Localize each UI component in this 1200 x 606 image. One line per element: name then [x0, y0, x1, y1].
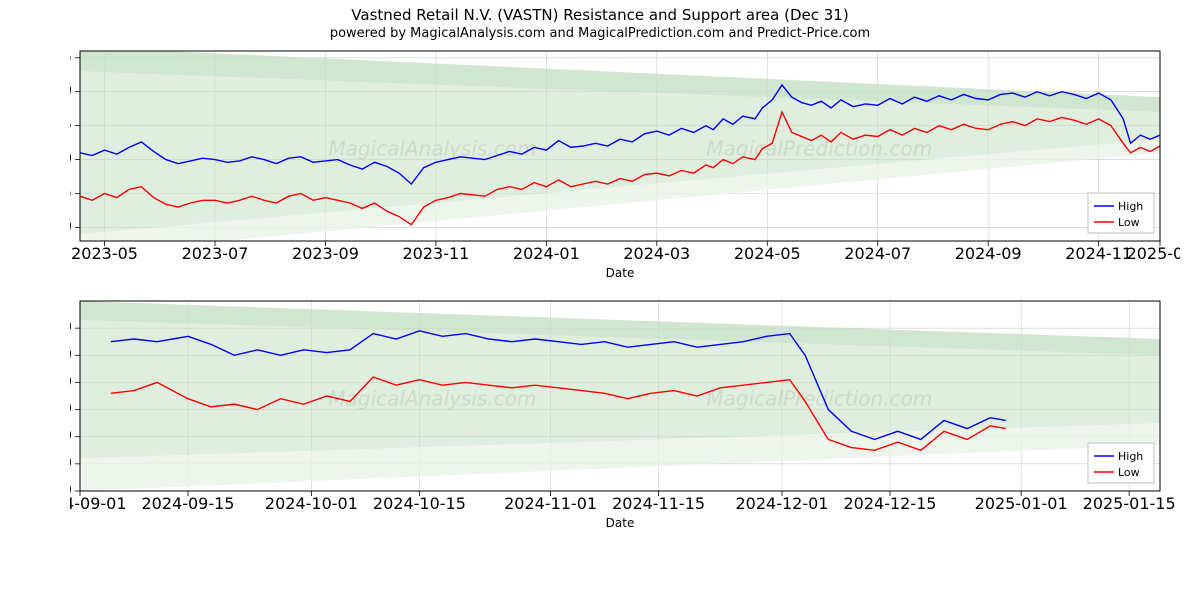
xtick-label: 2024-10-01 — [265, 494, 358, 513]
chart1-container: MagicalAnalysis.com MagicalPrediction.com… — [70, 41, 1180, 291]
xtick-label: 2024-09-01 — [70, 494, 126, 513]
ytick-label: 15.0 — [70, 216, 72, 235]
xtick-label: 2024-05 — [734, 244, 801, 263]
ytick-label: 20.0 — [70, 453, 72, 472]
xtick-label: 2025-01-01 — [975, 494, 1068, 513]
legend-high: High — [1118, 200, 1143, 213]
chart1-svg: MagicalAnalysis.com MagicalPrediction.com… — [70, 41, 1180, 291]
xtick-label: 2023-07 — [182, 244, 249, 263]
ytick-label: 25.0 — [70, 317, 72, 336]
xtick-label: 2024-07 — [844, 244, 911, 263]
watermark-1: MagicalAnalysis.com — [328, 137, 536, 161]
ytick-label: 21.0 — [70, 426, 72, 445]
chart2-svg: MagicalAnalysis.comMagicalPrediction.com… — [70, 291, 1180, 551]
xtick-label: 2025-01-15 — [1083, 494, 1176, 513]
ytick-label: 22.0 — [70, 399, 72, 418]
xtick-label: 2024-11-01 — [504, 494, 597, 513]
watermark-2: MagicalPrediction.com — [706, 137, 932, 161]
ytick-label: 25.0 — [70, 81, 72, 100]
legend-low: Low — [1118, 466, 1140, 479]
x-axis-label: Date — [606, 266, 635, 280]
ytick-label: 22.5 — [70, 115, 72, 134]
chart2-container: MagicalAnalysis.comMagicalPrediction.com… — [70, 291, 1180, 551]
ytick-label: 17.5 — [70, 183, 72, 202]
ytick-label: 27.5 — [70, 47, 72, 66]
xtick-label: 2024-10-15 — [373, 494, 466, 513]
x-axis-label: Date — [606, 516, 635, 530]
xtick-label: 2024-01 — [513, 244, 580, 263]
xtick-label: 2024-11-15 — [612, 494, 705, 513]
xtick-label: 2025-01 — [1127, 244, 1180, 263]
xtick-label: 2024-12-15 — [844, 494, 937, 513]
legend-high: High — [1118, 450, 1143, 463]
watermark-1: MagicalAnalysis.com — [328, 387, 536, 411]
xtick-label: 2024-12-01 — [736, 494, 829, 513]
xtick-label: 2023-11 — [402, 244, 469, 263]
xtick-label: 2024-11 — [1065, 244, 1132, 263]
xtick-label: 2023-05 — [71, 244, 138, 263]
xtick-label: 2024-03 — [623, 244, 690, 263]
xtick-label: 2023-09 — [292, 244, 359, 263]
ytick-label: 24.0 — [70, 344, 72, 363]
ytick-label: 23.0 — [70, 371, 72, 390]
legend-low: Low — [1118, 216, 1140, 229]
chart-subtitle: powered by MagicalAnalysis.com and Magic… — [0, 26, 1200, 41]
ytick-label: 20.0 — [70, 149, 72, 168]
chart-title: Vastned Retail N.V. (VASTN) Resistance a… — [0, 6, 1200, 24]
xtick-label: 2024-09 — [955, 244, 1022, 263]
xtick-label: 2024-09-15 — [142, 494, 235, 513]
